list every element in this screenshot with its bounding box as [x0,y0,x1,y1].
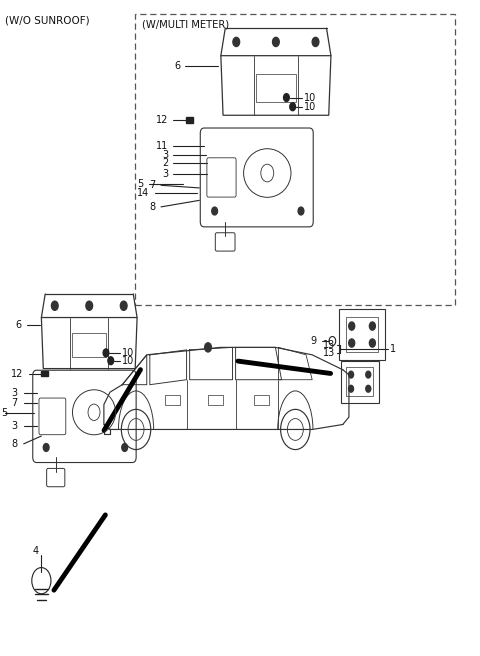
Text: 5: 5 [0,408,7,418]
Bar [165,395,180,405]
Bar [346,318,378,352]
Circle shape [348,371,354,378]
Text: 10: 10 [304,92,316,102]
Text: 3: 3 [162,169,168,179]
Bar [339,310,385,359]
Text: 5: 5 [137,179,144,189]
Text: 3: 3 [12,421,18,431]
Circle shape [284,94,289,102]
Circle shape [348,385,354,392]
Circle shape [290,103,296,111]
Text: 4: 4 [33,546,39,556]
Text: (W/MULTI METER): (W/MULTI METER) [142,19,229,29]
Bar [254,395,269,405]
Circle shape [122,443,128,451]
Circle shape [370,339,375,347]
Text: 9: 9 [311,336,317,346]
Text: 8: 8 [149,202,156,212]
Text: 10: 10 [304,102,316,112]
Circle shape [233,37,240,47]
Circle shape [103,349,109,357]
Bar [135,14,456,305]
Text: 13: 13 [323,340,335,350]
Circle shape [298,207,304,215]
Circle shape [370,322,375,330]
Circle shape [349,322,355,330]
Text: 12: 12 [156,115,168,125]
Circle shape [366,385,371,392]
Circle shape [273,37,279,47]
Text: 11: 11 [156,141,168,151]
Text: 7: 7 [149,180,156,190]
Text: 12: 12 [12,369,24,379]
Circle shape [86,301,93,310]
Text: 2: 2 [162,158,168,168]
Text: 3: 3 [12,388,18,398]
Bar [186,117,193,123]
Text: 8: 8 [12,439,18,449]
Bar [72,333,107,357]
Circle shape [51,301,58,310]
Circle shape [204,343,211,352]
Text: 3: 3 [162,150,168,159]
Text: 10: 10 [122,348,134,358]
Text: 7: 7 [12,398,18,407]
Bar [256,74,296,102]
Circle shape [312,37,319,47]
Text: 13: 13 [323,348,335,358]
Circle shape [349,339,355,347]
Text: 6: 6 [16,319,22,330]
Circle shape [212,207,217,215]
Text: 14: 14 [137,188,149,198]
Text: 1: 1 [390,344,396,354]
Bar [208,395,223,405]
Text: (W/O SUNROOF): (W/O SUNROOF) [5,15,90,25]
Text: 6: 6 [174,61,180,71]
Bar [41,371,48,377]
Circle shape [108,357,114,365]
Circle shape [43,443,49,451]
Circle shape [120,301,127,310]
Circle shape [366,371,371,378]
Bar [346,367,373,396]
Text: 10: 10 [122,356,134,366]
Bar [340,361,379,403]
